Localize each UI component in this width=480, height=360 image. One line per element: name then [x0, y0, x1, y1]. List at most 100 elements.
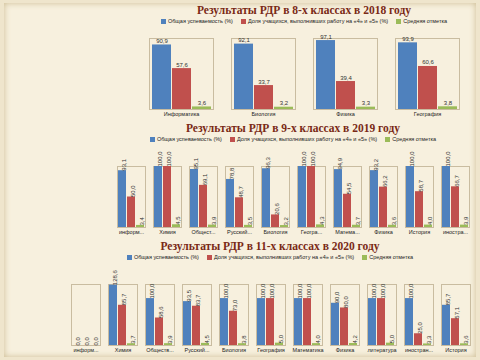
svg-text:100,0: 100,0: [166, 151, 172, 167]
svg-text:3,5: 3,5: [247, 216, 253, 225]
svg-text:литература: литература: [367, 347, 397, 353]
svg-text:Физика: Физика: [336, 111, 355, 117]
svg-text:Биология: Биология: [263, 229, 287, 235]
svg-text:3,7: 3,7: [355, 216, 361, 225]
svg-text:Общест...: Общест...: [191, 229, 216, 235]
svg-text:78,8: 78,8: [229, 167, 235, 179]
svg-text:информ...: информ...: [73, 347, 99, 353]
svg-text:100,0: 100,0: [306, 283, 312, 299]
svg-text:История: История: [445, 347, 466, 353]
svg-text:92,1: 92,1: [238, 37, 250, 43]
svg-text:100,0: 100,0: [371, 283, 377, 299]
svg-text:3,9: 3,9: [463, 216, 469, 225]
svg-text:100,0: 100,0: [409, 151, 415, 167]
svg-text:География: География: [257, 347, 284, 353]
svg-text:100,0: 100,0: [445, 151, 451, 167]
svg-text:информ...: информ...: [119, 229, 145, 235]
svg-text:3,7: 3,7: [130, 335, 136, 344]
svg-text:85,7: 85,7: [121, 293, 127, 305]
svg-text:Биология: Биология: [251, 111, 275, 117]
svg-text:25,0: 25,0: [417, 321, 423, 333]
svg-text:57,1: 57,1: [454, 306, 460, 318]
svg-text:93,5: 93,5: [186, 289, 192, 301]
svg-text:Информатика: Информатика: [164, 111, 200, 117]
svg-text:иностра...: иностра...: [443, 229, 469, 235]
svg-text:3,4: 3,4: [139, 216, 145, 225]
svg-text:58,7: 58,7: [418, 179, 424, 191]
svg-text:66,2: 66,2: [382, 175, 388, 187]
svg-text:3,2: 3,2: [280, 100, 289, 106]
svg-text:Обществ...: Обществ...: [146, 347, 174, 353]
svg-text:5,0: 5,0: [278, 334, 284, 343]
svg-text:4,0: 4,0: [427, 216, 433, 225]
svg-text:39,4: 39,4: [340, 75, 352, 81]
svg-text:60,6: 60,6: [422, 59, 434, 65]
svg-text:4,0: 4,0: [315, 335, 321, 344]
svg-text:3,6: 3,6: [198, 100, 207, 106]
svg-text:0,0: 0,0: [93, 336, 99, 345]
svg-text:Химия: Химия: [159, 229, 176, 235]
svg-text:Химия: Химия: [115, 347, 132, 353]
svg-text:Физика: Физика: [336, 347, 355, 353]
svg-text:4,5: 4,5: [204, 334, 210, 343]
svg-text:Матема...: Матема...: [335, 229, 360, 235]
svg-text:География: География: [414, 111, 441, 117]
svg-text:85,7: 85,7: [445, 293, 451, 305]
svg-text:3,6: 3,6: [463, 335, 469, 344]
svg-text:100,0: 100,0: [157, 151, 163, 167]
svg-text:100,0: 100,0: [310, 151, 316, 167]
svg-text:3,8: 3,8: [444, 100, 453, 106]
svg-text:93,2: 93,2: [373, 158, 379, 170]
svg-text:0,0: 0,0: [84, 336, 90, 345]
svg-text:80,0: 80,0: [343, 296, 349, 308]
svg-text:20,6: 20,6: [274, 203, 280, 215]
svg-text:4,2: 4,2: [352, 335, 358, 344]
svg-text:3,9: 3,9: [211, 216, 217, 225]
svg-text:4,5: 4,5: [175, 216, 181, 225]
svg-text:3,3: 3,3: [362, 100, 371, 106]
svg-text:100,0: 100,0: [223, 283, 229, 299]
svg-text:100,0: 100,0: [149, 283, 155, 299]
svg-text:Математика: Математика: [293, 347, 325, 353]
svg-text:128,6: 128,6: [112, 269, 118, 285]
svg-text:иностран...: иностран...: [405, 347, 434, 353]
svg-text:48,7: 48,7: [238, 185, 244, 197]
svg-text:Русский...: Русский...: [227, 229, 252, 235]
svg-text:94,9: 94,9: [337, 157, 343, 169]
svg-text:100,0: 100,0: [260, 283, 266, 299]
svg-text:90,9: 90,9: [156, 38, 168, 44]
svg-text:96,3: 96,3: [265, 156, 271, 168]
svg-text:100,0: 100,0: [408, 283, 414, 299]
svg-text:66,7: 66,7: [454, 174, 460, 186]
svg-text:3,3: 3,3: [426, 335, 432, 344]
svg-text:54,5: 54,5: [346, 182, 352, 194]
svg-text:4,3: 4,3: [319, 216, 325, 225]
svg-text:93,9: 93,9: [402, 36, 414, 42]
svg-text:90,0: 90,0: [334, 291, 340, 303]
svg-text:100,0: 100,0: [301, 151, 307, 167]
svg-text:Биология: Биология: [222, 347, 246, 353]
svg-text:95,1: 95,1: [193, 157, 199, 169]
svg-text:100,0: 100,0: [380, 283, 386, 299]
svg-text:100,0: 100,0: [269, 283, 275, 299]
svg-text:57,6: 57,6: [176, 62, 188, 68]
svg-text:50,0: 50,0: [130, 185, 136, 197]
svg-text:5,0: 5,0: [389, 334, 395, 343]
svg-text:Русский...: Русский...: [185, 347, 210, 353]
svg-text:33,7: 33,7: [258, 79, 270, 85]
svg-text:69,1: 69,1: [202, 173, 208, 185]
svg-text:58,6: 58,6: [158, 306, 164, 318]
svg-text:100,0: 100,0: [297, 283, 303, 299]
svg-text:История: История: [409, 229, 430, 235]
svg-text:93,1: 93,1: [121, 158, 127, 170]
svg-text:3,6: 3,6: [391, 216, 397, 225]
svg-text:3,8: 3,8: [241, 335, 247, 344]
svg-text:73,0: 73,0: [232, 299, 238, 311]
svg-text:3,9: 3,9: [167, 335, 173, 344]
svg-text:Физика: Физика: [374, 229, 393, 235]
svg-text:Геогра...: Геогра...: [301, 229, 323, 235]
svg-text:83,7: 83,7: [195, 294, 201, 306]
svg-text:3,2: 3,2: [283, 217, 289, 226]
svg-text:97,1: 97,1: [320, 34, 332, 40]
svg-text:0,0: 0,0: [75, 336, 81, 345]
